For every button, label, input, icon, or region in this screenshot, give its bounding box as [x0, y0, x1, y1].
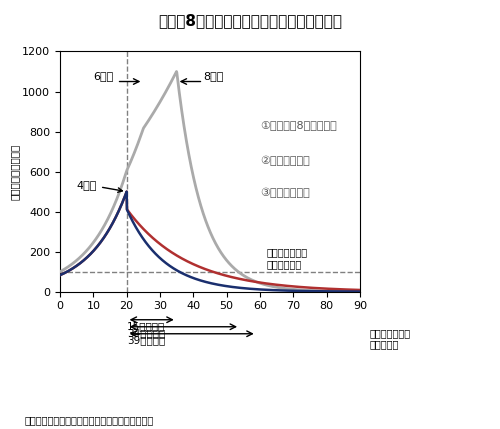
Text: 34日間程度: 34日間程度 — [126, 328, 165, 338]
Text: 感染拡大を抑制
できるレベル: 感染拡大を抑制 できるレベル — [266, 247, 308, 269]
Text: （注）西浦博・北海道大教授の資料を参考に作成: （注）西浦博・北海道大教授の資料を参考に作成 — [25, 415, 154, 425]
Text: 6割減: 6割減 — [94, 72, 114, 82]
Text: 15日間程度: 15日間程度 — [126, 321, 165, 331]
Text: 4割減: 4割減 — [76, 180, 122, 192]
Y-axis label: 新規感染者数（人）: 新規感染者数（人） — [10, 143, 20, 200]
Text: ②７割減の場合: ②７割減の場合 — [260, 155, 310, 166]
Text: ①段階的に8割減の場合: ①段階的に8割減の場合 — [260, 120, 337, 130]
Text: 8割減: 8割減 — [204, 72, 224, 82]
Text: 39日間程度: 39日間程度 — [126, 335, 165, 345]
Text: 流行拡大からの
日数（日）: 流行拡大からの 日数（日） — [370, 328, 411, 349]
Text: ③８割減の場合: ③８割減の場合 — [260, 187, 310, 198]
Text: 「接触8割減」ならば新規感染者は急減する: 「接触8割減」ならば新規感染者は急減する — [158, 13, 342, 28]
